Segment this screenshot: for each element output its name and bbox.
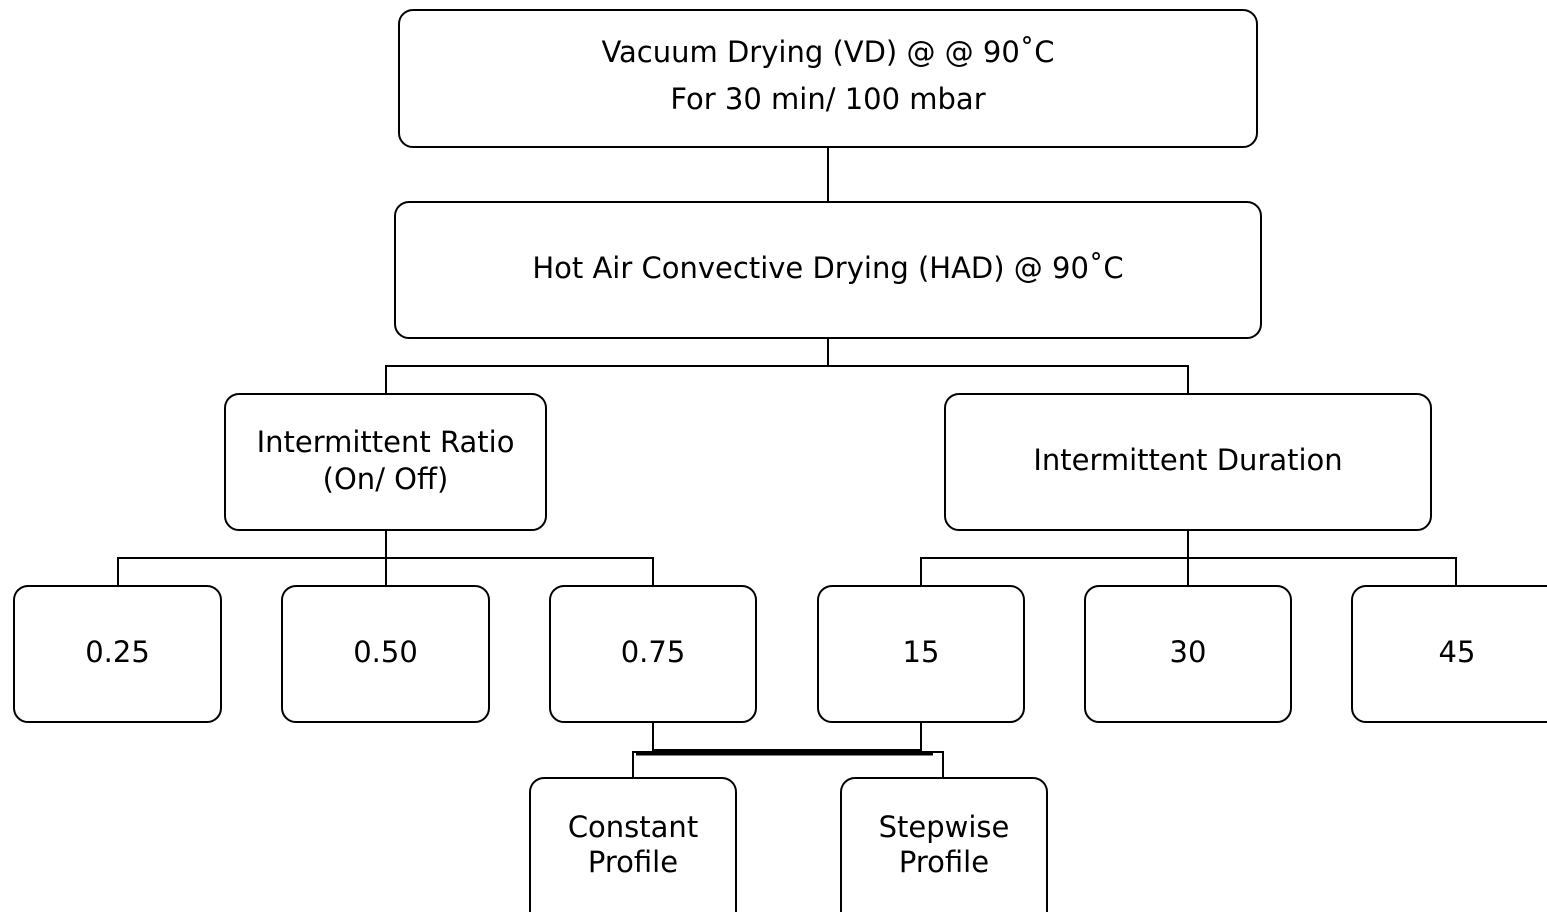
- connector: [385, 365, 1189, 394]
- boxes: Vacuum Drying (VD) @ @ 90˚C For 30 min/ 1…: [13, 9, 1547, 912]
- node-label: For 30 min/ 100 mbar: [670, 82, 985, 116]
- node-box: [840, 777, 1048, 912]
- node-label: Stepwise: [879, 810, 1010, 844]
- node-box: [549, 585, 757, 723]
- node-box: [281, 585, 490, 723]
- node-label: Vacuum Drying (VD) @ @ 90˚C: [601, 35, 1054, 69]
- node-box: [398, 9, 1258, 148]
- node-label: Intermittent Duration: [1033, 443, 1342, 477]
- node-label: 30: [1170, 635, 1207, 669]
- node-label: Profile: [588, 845, 678, 879]
- connector: [920, 557, 1457, 586]
- node-label: Intermittent Ratio: [257, 425, 515, 459]
- node-box: [1084, 585, 1292, 723]
- node-label: 0.50: [353, 635, 418, 669]
- node-label: Constant: [568, 810, 698, 844]
- node-box: [529, 777, 737, 912]
- node-label: Profile: [899, 845, 989, 879]
- connector: [632, 751, 944, 778]
- node-label: (On/ Off): [323, 462, 449, 496]
- node-label: 15: [903, 635, 940, 669]
- node-label: 0.25: [85, 635, 150, 669]
- node-box: [224, 393, 547, 531]
- node-label: 45: [1439, 635, 1476, 669]
- node-box: [394, 201, 1262, 339]
- node-box: [944, 393, 1432, 531]
- connector: [652, 722, 922, 751]
- node-box: [1351, 585, 1547, 723]
- connector: [117, 557, 654, 586]
- node-label: Hot Air Convective Drying (HAD) @ 90˚C: [532, 251, 1123, 285]
- node-box: [817, 585, 1025, 723]
- node-box: [13, 585, 222, 723]
- node-label: 0.75: [621, 635, 686, 669]
- connectors: [117, 147, 1457, 778]
